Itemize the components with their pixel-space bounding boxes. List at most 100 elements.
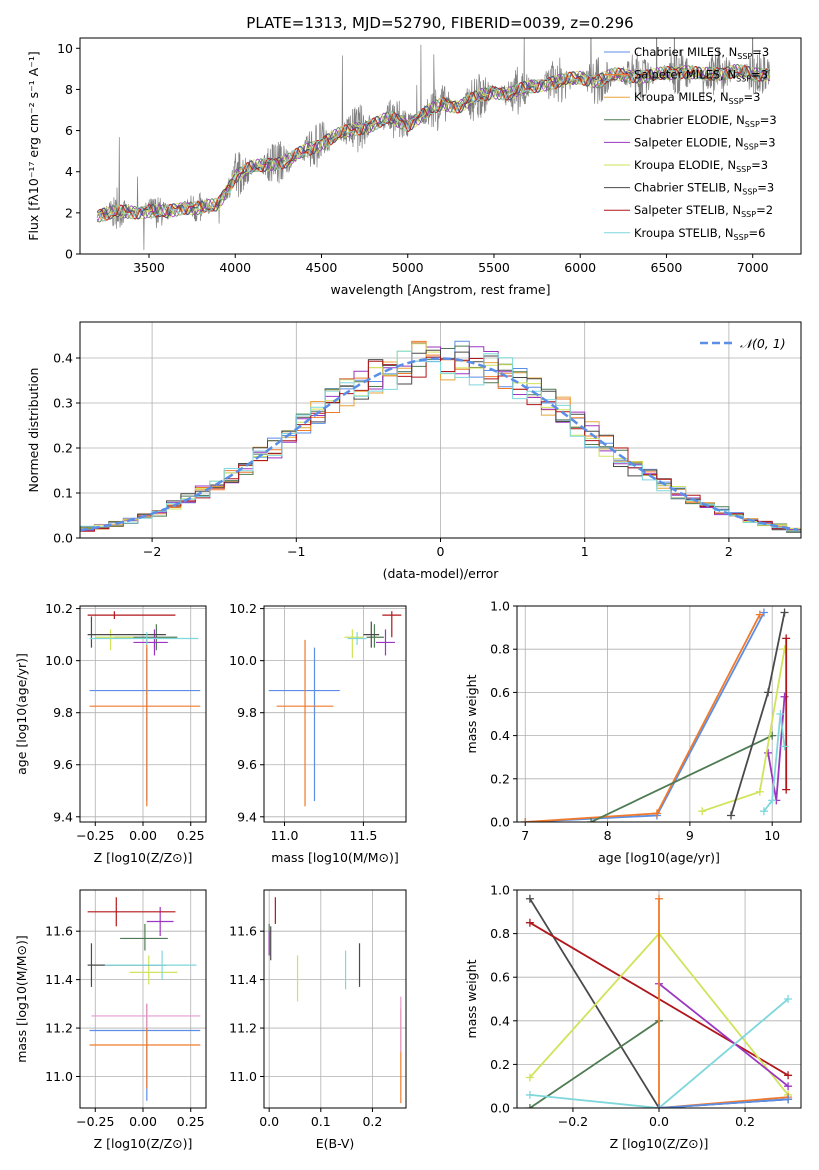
series-line-6 [658, 898, 789, 1108]
legend-suffix: =3 [759, 135, 776, 149]
series-marker [587, 818, 596, 822]
y-tick-label: 9.6 [237, 757, 257, 772]
x-tick-label: 8 [604, 828, 612, 843]
y-tick-label: 0.0 [490, 1101, 510, 1116]
y-tick-label: 0.4 [490, 1013, 510, 1028]
y-axis-label: Normed distribution [26, 368, 41, 493]
legend-suffix: =3 [744, 90, 761, 104]
histogram-6 [80, 349, 801, 533]
x-tick-label: 2 [725, 544, 733, 559]
y-tick-label: 0.1 [53, 486, 73, 501]
y-tick-label: 0.0 [490, 815, 510, 830]
model-line-7 [96, 65, 771, 221]
y-tick-label: 0.3 [53, 396, 73, 411]
panel-mass-weight-vs-Z: −0.2 0.0 0.2 0.0 0.2 0.4 0.6 0.8 1.0 Z [log10(Z/Z… [464, 883, 802, 1151]
series-marker [727, 811, 736, 820]
x-tick-label: 7000 [737, 260, 769, 275]
x-tick-label: 0.00 [129, 1114, 157, 1129]
histogram-8 [80, 350, 801, 532]
legend-entry: Salpeter ELODIE, NSSP=3 [634, 135, 776, 151]
series-marker [764, 688, 773, 697]
panel-mass-vs-EBV: 0.0 0.1 0.2 11.0 11.2 11.4 11.6 E(B-V) [229, 889, 407, 1151]
series-marker [784, 1071, 793, 1080]
y-tick-label: 10.2 [45, 601, 73, 616]
y-tick-label: 0.6 [490, 685, 510, 700]
x-tick-label: 5000 [392, 260, 424, 275]
plot-area [87, 611, 201, 807]
x-tick-label: 0.0 [649, 1114, 669, 1129]
series-line-7 [763, 713, 786, 812]
y-tick-label: 11.6 [229, 924, 257, 939]
x-tick-label: 6000 [564, 260, 596, 275]
x-axis-label: E(B-V) [316, 1136, 355, 1151]
legend-entry: Kroupa STELIB, NSSP=6 [634, 226, 765, 242]
x-tick-label: 1 [581, 544, 589, 559]
legend-sub: SSP [742, 188, 757, 197]
series-marker [759, 608, 768, 617]
panel-mass-vs-Z: −0.25 0.00 0.25 11.0 11.2 11.4 11.6 Z [log10(Z/… [14, 889, 207, 1151]
axes-frame [263, 889, 407, 1109]
series-line-4 [658, 982, 789, 1087]
y-tick-label: 9.6 [53, 757, 73, 772]
series-marker [764, 748, 773, 757]
y-tick-label: 0.2 [490, 1057, 510, 1072]
series-marker [759, 807, 768, 816]
x-tick-label: 11.5 [349, 828, 377, 843]
y-tick-label: 0.4 [490, 728, 510, 743]
y-tick-label: 6 [65, 123, 73, 138]
legend-suffix: =3 [760, 113, 777, 127]
series-line-7 [658, 1098, 789, 1108]
series-marker [655, 1104, 663, 1108]
y-tick-label: 11.4 [45, 972, 73, 987]
legend-entry: Chabrier ELODIE, NSSP=3 [634, 113, 777, 129]
legend-entry: Kroupa ELODIE, NSSP=3 [634, 158, 768, 174]
x-tick-label: 0.00 [129, 828, 157, 843]
legend-entry: Salpeter MILES, NSSP=3 [634, 68, 768, 84]
panel-age-vs-Z: −0.25 0.00 0.25 9.4 9.6 9.8 10.0 10.2 Z [log10(Z… [14, 601, 207, 865]
y-tick-label: 9.8 [53, 705, 73, 720]
plot-area [80, 340, 801, 533]
y-tick-label: 0.8 [490, 926, 510, 941]
series-line-2 [590, 734, 773, 822]
x-axis-label: mass [log10(M/M⊙)] [271, 850, 399, 865]
model-line-8 [97, 64, 771, 222]
legend-suffix: =2 [756, 203, 773, 217]
legend-sub: SSP [729, 97, 744, 106]
y-tick-label: 1.0 [490, 883, 510, 898]
y-tick-label: 0.0 [53, 531, 73, 546]
series-line-3 [529, 1020, 660, 1108]
y-tick-label: 1.0 [490, 599, 510, 614]
series-marker [784, 995, 793, 1003]
legend-sub: SSP [744, 142, 759, 151]
legend-entry: 𝒩(0, 1) [740, 336, 786, 351]
figure-title: PLATE=1313, MJD=52790, FIBERID=0039, z=0… [246, 14, 633, 32]
plots-container: 3500 4000 4500 5000 5500 6000 6500 70000246810w… [14, 37, 802, 1151]
series-marker [768, 796, 777, 805]
series-line-0 [525, 612, 765, 822]
x-tick-label: −0.25 [76, 828, 114, 843]
series-marker [782, 785, 791, 794]
y-tick-label: 11.2 [229, 1021, 257, 1036]
plot-area [96, 38, 771, 251]
y-axis-label: Flux [fλ10⁻¹⁷ erg cm⁻² s⁻¹ A⁻¹] [26, 51, 41, 240]
y-tick-label: 11.4 [229, 972, 257, 987]
x-tick-label: 9 [686, 828, 694, 843]
legend-entry: Kroupa MILES, NSSP=3 [634, 90, 760, 106]
y-tick-label: 11.0 [229, 1069, 257, 1084]
x-tick-label: 11.0 [271, 828, 299, 843]
x-tick-label: 0.2 [735, 1114, 755, 1129]
y-axis-label: mass [log10(M/M⊙)] [14, 935, 29, 1063]
series-marker [698, 807, 707, 816]
series-marker [652, 809, 661, 818]
series-marker [780, 645, 789, 654]
legend-sub: SSP [734, 233, 749, 242]
x-axis-label: age [log10(age/yr)] [598, 850, 720, 865]
legend-suffix: =3 [751, 158, 768, 172]
x-tick-label: −2 [143, 544, 161, 559]
x-tick-label: 0.1 [311, 1114, 331, 1129]
series-marker [755, 610, 764, 619]
x-tick-label: −1 [287, 544, 305, 559]
series-marker [782, 634, 791, 643]
series-line-5 [529, 998, 789, 1108]
